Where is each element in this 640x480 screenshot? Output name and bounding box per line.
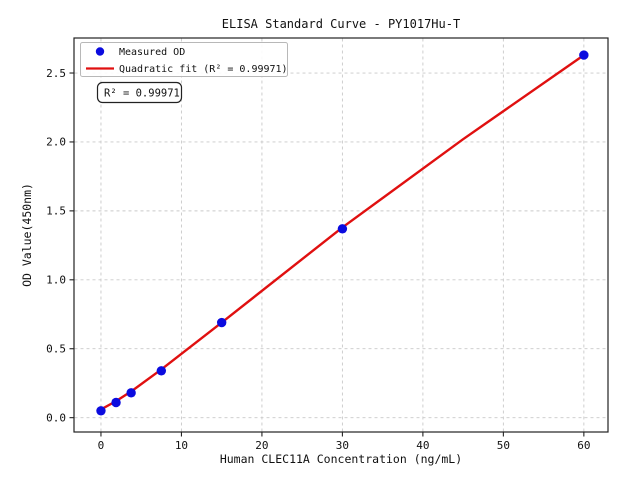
y-axis-label: OD Value(450nm): [20, 183, 34, 287]
r-squared-box: [96, 81, 183, 104]
y-tick-label: 1.0: [46, 274, 66, 287]
y-tick-label: 1.5: [46, 205, 66, 218]
legend-label-measured-od: Measured OD: [119, 47, 185, 58]
data-point: [96, 406, 106, 416]
legend-box: [80, 42, 288, 77]
x-tick-label: 60: [577, 439, 590, 452]
data-series-layer: [96, 50, 589, 416]
legend: Measured OD Quadratic fit (R² = 0.99971): [80, 42, 288, 77]
x-tick-label: 30: [336, 439, 349, 452]
data-point: [337, 224, 348, 234]
data-point: [216, 317, 227, 328]
x-axis-label: Human CLEC11A Concentration (ng/mL): [220, 452, 462, 466]
y-tick-label: 0.0: [46, 411, 66, 424]
legend-label-quadratic-fit: Quadratic fit (R² = 0.99971): [119, 64, 288, 75]
axis-ticks: [69, 72, 585, 437]
data-point: [111, 397, 121, 408]
chart-title: ELISA Standard Curve - PY1017Hu-T: [222, 17, 460, 31]
axis-tick-labels: 0 10 20 30 40 50 60 0.0 0.5 1.0 1.5 2.0 2.5: [46, 67, 590, 452]
x-tick-label: 20: [255, 439, 268, 452]
data-point: [156, 366, 167, 376]
y-tick-label: 2.5: [46, 67, 66, 80]
gridlines: [74, 38, 608, 432]
x-tick-label: 50: [497, 439, 510, 452]
data-point: [126, 388, 136, 398]
x-tick-label: 40: [416, 439, 429, 452]
r-squared-annotation: R² = 0.99971: [96, 81, 183, 104]
data-point: [579, 50, 589, 60]
y-tick-label: 2.0: [46, 136, 66, 149]
r-squared-text: R² = 0.99971: [104, 88, 180, 100]
plot-border: [73, 37, 609, 433]
x-tick-label: 10: [175, 439, 188, 452]
y-tick-label: 0.5: [46, 343, 66, 356]
x-tick-label: 0: [98, 439, 105, 452]
legend-marker-measured-od: [95, 47, 105, 56]
